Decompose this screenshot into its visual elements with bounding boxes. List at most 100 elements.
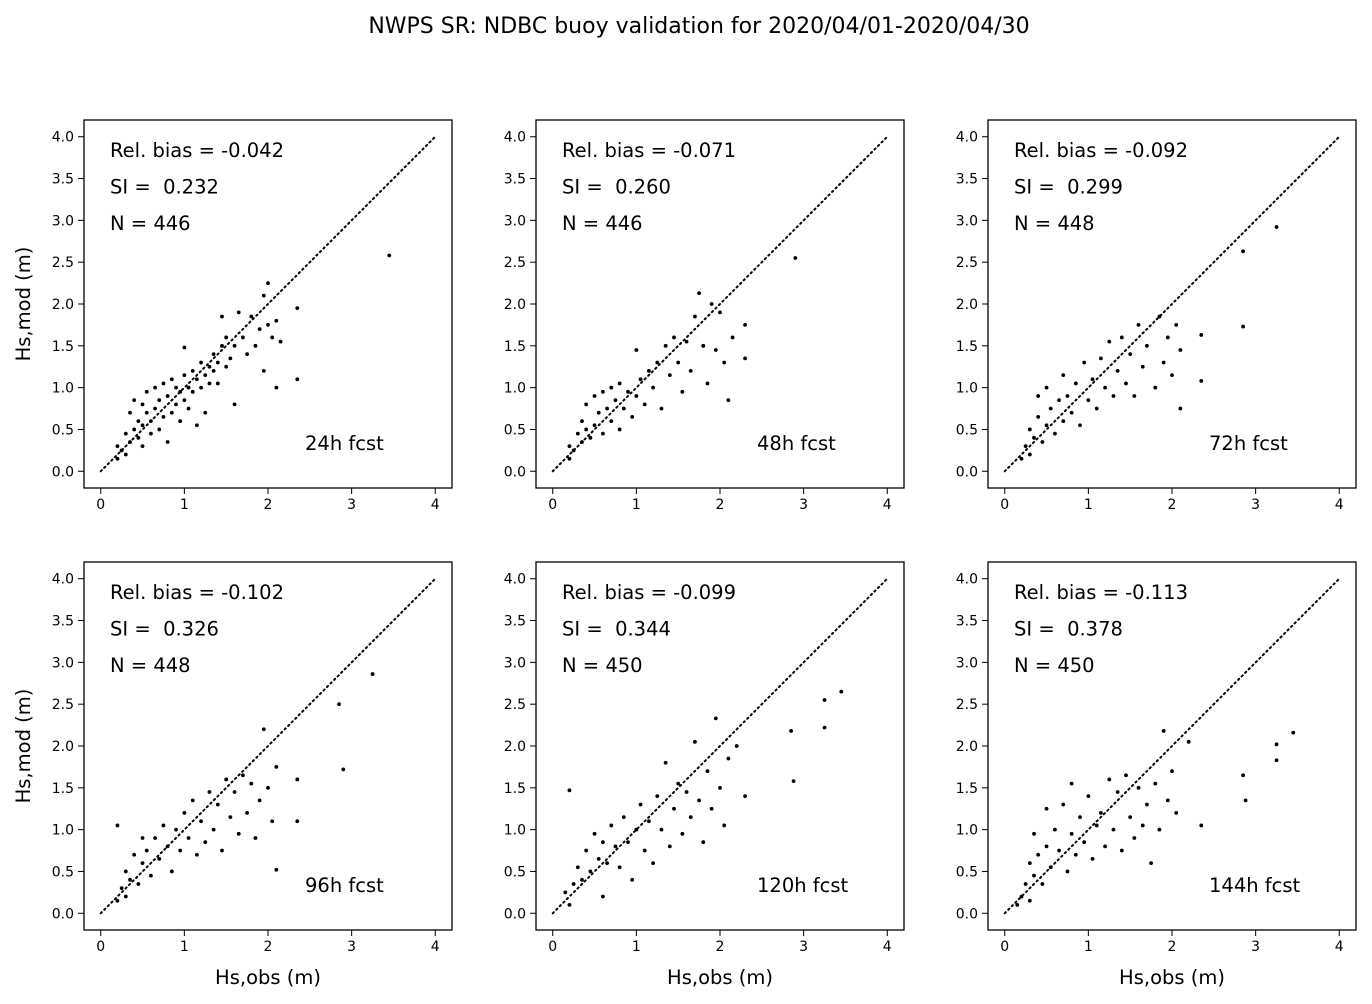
data-point-41	[726, 756, 731, 761]
data-point-41	[1170, 769, 1174, 773]
data-point-35	[1145, 802, 1149, 807]
y-tick-label: 1.0	[956, 381, 978, 397]
data-point-37	[688, 369, 693, 373]
data-point-12	[1057, 398, 1061, 403]
x-tick-label: 4	[883, 939, 892, 955]
data-point-13	[157, 857, 162, 861]
data-point-32	[236, 831, 241, 836]
x-tick-label: 3	[1251, 939, 1260, 955]
data-point-23	[1094, 823, 1099, 828]
y-tick-label: 0.5	[52, 864, 74, 880]
data-point-65	[261, 369, 266, 373]
data-point-29	[174, 385, 178, 390]
data-point-28	[651, 385, 655, 390]
x-tick-label: 2	[264, 939, 273, 955]
data-point-35	[249, 781, 254, 786]
x-axis-label: Hs,obs (m)	[1119, 966, 1225, 989]
data-point-24	[655, 794, 660, 799]
panels: 0 1 2 3 4 0.0 0.5 1.0 1.5 2.0 2.5 3.0 3.5 4.0 Rel. bia…	[12, 119, 1357, 989]
x-tick-label: 1	[1084, 497, 1093, 513]
data-point-3	[123, 894, 128, 899]
data-point-59	[241, 335, 245, 340]
data-point-6	[128, 410, 132, 415]
data-point-47	[730, 335, 735, 340]
data-point-55	[228, 356, 233, 361]
data-point-56	[232, 402, 237, 407]
x-tick-label: 4	[883, 497, 892, 513]
data-point-7	[1036, 852, 1041, 857]
data-point-45	[791, 779, 796, 784]
data-point-8	[1044, 423, 1049, 428]
forecast-label: 48h fcst	[757, 432, 836, 455]
data-point-33	[693, 739, 697, 744]
data-point-41	[705, 381, 710, 386]
stats-line-2: N = 450	[1014, 654, 1095, 677]
y-tick-label: 1.0	[52, 381, 74, 397]
data-point-0	[1019, 456, 1024, 461]
data-point-0	[115, 898, 120, 903]
y-tick-label: 1.5	[52, 781, 74, 797]
x-tick-label: 0	[96, 497, 105, 513]
data-point-47	[211, 352, 216, 357]
data-point-37	[1153, 781, 1158, 786]
x-tick-label: 1	[180, 939, 189, 955]
y-tick-label: 2.0	[52, 739, 74, 755]
stats-line-1: SI = 0.326	[110, 618, 219, 641]
x-tick-label: 0	[1000, 497, 1009, 513]
data-point-5	[128, 440, 132, 444]
stats-line-2: N = 446	[110, 212, 191, 235]
y-tick-label: 1.0	[956, 823, 978, 839]
data-point-28	[1115, 790, 1120, 794]
data-point-36	[1149, 861, 1153, 865]
data-point-22	[1094, 406, 1099, 411]
data-point-38	[1157, 827, 1162, 832]
data-point-57	[232, 343, 237, 348]
x-axis-label: Hs,obs (m)	[215, 966, 321, 989]
data-point-0	[1015, 903, 1020, 907]
data-point-42	[1178, 348, 1183, 352]
data-point-71	[278, 339, 283, 344]
data-point-28	[1119, 335, 1124, 340]
data-point-27	[169, 377, 174, 382]
data-point-43	[743, 794, 747, 799]
data-point-11	[596, 410, 601, 415]
data-point-45	[1241, 773, 1245, 778]
data-point-10	[1044, 806, 1049, 811]
data-point-32	[182, 398, 187, 403]
data-point-2	[567, 788, 572, 793]
panel: 0 1 2 3 4 0.0 0.5 1.0 1.5 2.0 2.5 3.0 3.5 4.0 Rel. bia…	[956, 119, 1357, 513]
data-point-61	[249, 314, 254, 319]
data-point-73	[295, 377, 300, 382]
data-point-46	[822, 698, 827, 702]
y-tick-label: 4.0	[504, 572, 526, 588]
data-point-7	[136, 882, 141, 886]
data-point-16	[1069, 410, 1074, 415]
data-point-17	[1069, 781, 1074, 786]
data-point-26	[169, 410, 174, 415]
y-tick-label: 0.0	[52, 906, 74, 922]
data-point-35	[680, 389, 685, 394]
data-point-14	[1061, 802, 1066, 807]
y-tick-label: 1.0	[504, 381, 526, 397]
data-point-6	[584, 427, 589, 432]
data-point-39	[1170, 373, 1174, 377]
data-point-15	[1065, 869, 1070, 874]
data-point-20	[1082, 840, 1087, 845]
data-point-38	[1165, 335, 1170, 340]
data-point-32	[688, 815, 693, 819]
data-point-21	[642, 848, 647, 853]
forecast-label: 120h fcst	[757, 874, 849, 897]
data-point-3	[1027, 898, 1032, 903]
data-point-26	[211, 827, 216, 832]
x-tick-label: 3	[799, 497, 808, 513]
data-point-15	[617, 865, 622, 870]
y-tick-label: 1.5	[956, 339, 978, 355]
data-point-25	[1103, 844, 1107, 849]
data-point-31	[1132, 394, 1137, 398]
stats-line-0: Rel. bias = -0.113	[1014, 581, 1188, 604]
x-tick-label: 2	[716, 939, 725, 955]
data-point-9	[1044, 385, 1049, 390]
data-point-39	[718, 785, 722, 790]
panel: 0 1 2 3 4 0.0 0.5 1.0 1.5 2.0 2.5 3.0 3.5 4.0 Rel. bia…	[504, 561, 905, 989]
data-point-18	[630, 877, 635, 882]
